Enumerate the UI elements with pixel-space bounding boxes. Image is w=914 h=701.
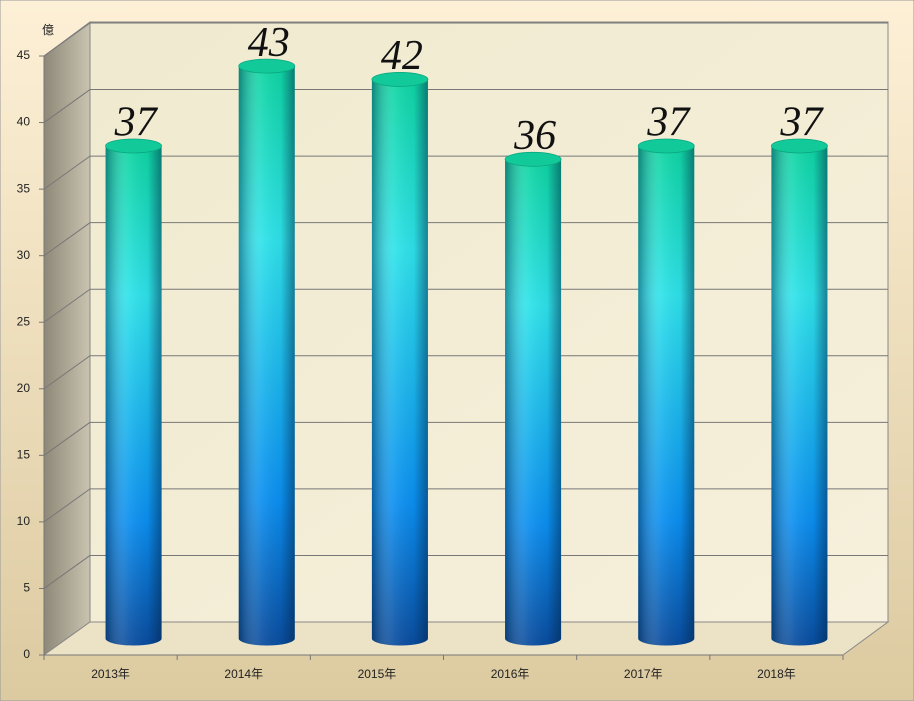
x-tick-label: 2017年	[624, 667, 663, 681]
grid-line	[43, 155, 91, 190]
y-tick-label: 25	[17, 314, 31, 328]
bar-top	[371, 72, 429, 87]
x-tick-label: 2014年	[224, 667, 263, 681]
bar-top	[238, 58, 296, 74]
y-tick-label: 0	[23, 647, 30, 661]
grid-line	[43, 555, 91, 589]
back-wall	[89, 21, 889, 623]
grid-line	[43, 421, 91, 456]
y-tick-label: 15	[17, 448, 31, 462]
grid-line	[43, 288, 91, 323]
bar-shade	[371, 79, 428, 646]
bar-top	[105, 138, 162, 154]
grid-line	[43, 222, 91, 257]
grid-line	[43, 22, 91, 57]
x-tick-label: 2015年	[358, 667, 397, 681]
bar-shade	[238, 66, 295, 646]
bar-top	[504, 151, 562, 167]
value-label: 37	[114, 100, 159, 146]
x-tick-label: 2016年	[491, 667, 530, 681]
bar-top	[637, 138, 695, 154]
grid-line	[43, 355, 91, 390]
bar-shade	[105, 145, 162, 646]
y-axis-label: 億	[42, 23, 54, 37]
y-tick-label: 40	[17, 115, 31, 129]
x-tick-label: 2018年	[757, 667, 796, 681]
y-tick-label: 30	[17, 248, 31, 262]
value-label: 36	[513, 113, 556, 159]
y-tick-label: 5	[23, 581, 30, 595]
value-label: 37	[779, 100, 824, 146]
y-tick-label: 20	[17, 381, 31, 395]
value-label: 43	[248, 20, 290, 66]
floor	[42, 621, 890, 656]
y-tick-label: 35	[17, 181, 31, 195]
bar-shade	[505, 159, 562, 646]
bar-top	[771, 138, 828, 154]
value-label: 37	[646, 100, 691, 146]
value-label: 42	[381, 33, 423, 79]
bar-shade	[771, 145, 828, 646]
y-tick-label: 10	[17, 514, 31, 528]
y-tick-label: 45	[17, 48, 31, 62]
grid-line	[43, 488, 91, 523]
grid-line	[43, 89, 91, 123]
x-tick-label: 2013年	[91, 667, 130, 681]
bar-shade	[638, 145, 695, 646]
